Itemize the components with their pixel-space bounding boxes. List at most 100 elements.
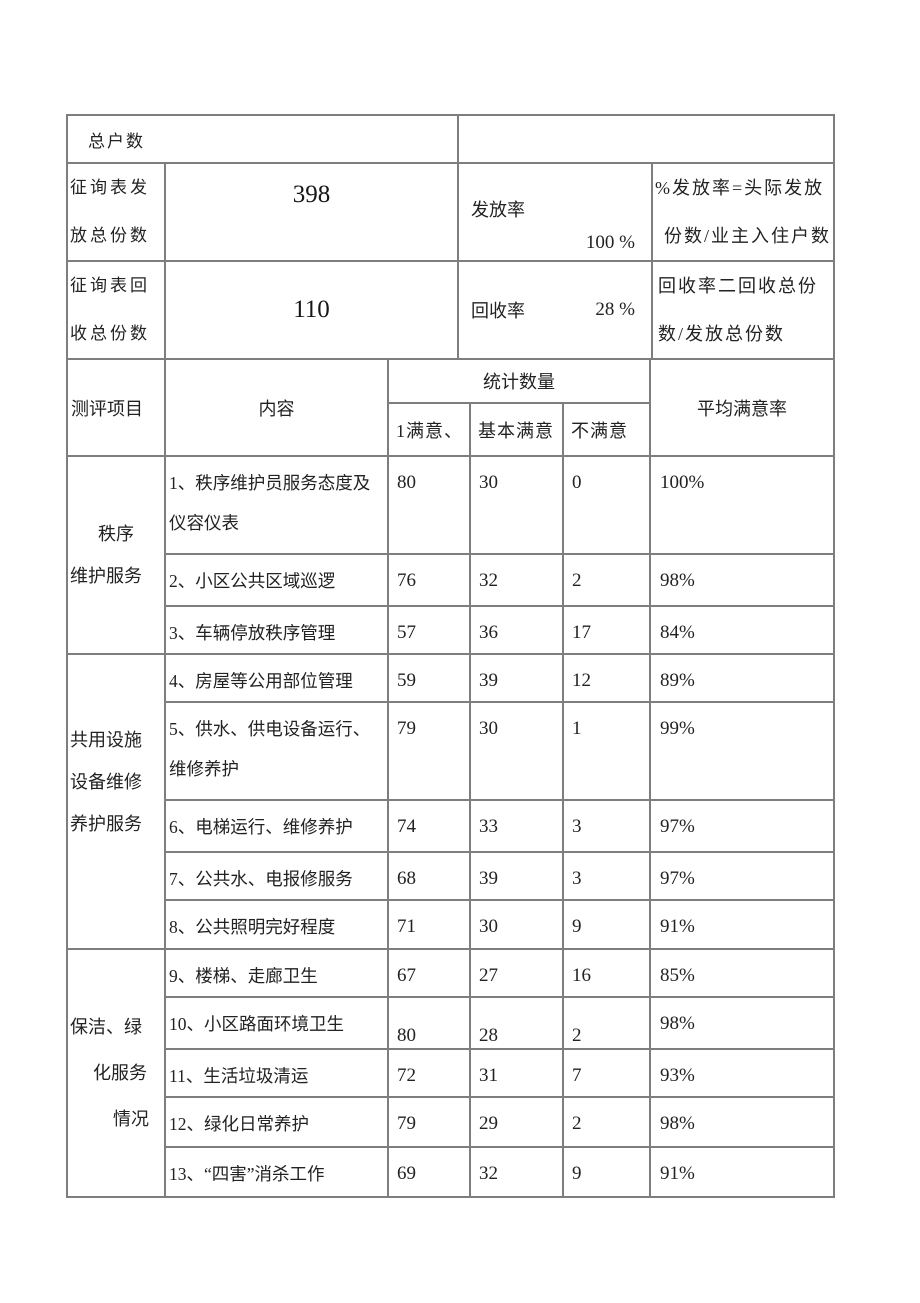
table-row: 11、生活垃圾清运 72 31 7 93%: [67, 1048, 836, 1098]
total-households-value-cell: [457, 114, 835, 164]
table-row: 5、供水、供电设备运行、 维修养护 79 30 1 99%: [67, 701, 836, 801]
row-content: 7、公共水、电报修服务: [164, 851, 389, 901]
row-basic: 36: [469, 605, 564, 655]
total-households-label: 总户数: [66, 114, 459, 164]
row-basic: 33: [469, 799, 564, 853]
row-unsatisfied: 0: [561, 455, 652, 555]
row-unsatisfied: 7: [561, 1048, 652, 1098]
row-average: 100%: [649, 455, 836, 555]
table-row: 3、车辆停放秩序管理 57 36 17 84%: [67, 605, 836, 655]
row-satisfied: 79: [387, 701, 471, 801]
subheader-row: 1满意、 基本满意 不满意: [67, 402, 834, 457]
row-average: 98%: [649, 1096, 836, 1148]
issue-rate-label: 发放率: [471, 200, 525, 220]
row-basic: 30: [469, 455, 564, 555]
col-header-stats: 统计数量: [386, 358, 652, 404]
row-unsatisfied: 3: [561, 851, 652, 901]
row-content: 12、绿化日常养护: [164, 1096, 389, 1148]
row-satisfied: 76: [387, 553, 471, 607]
row-content: 2、小区公共区域巡逻: [164, 553, 389, 607]
row-satisfied: 67: [387, 948, 471, 998]
issue-rate-cell: 发放率 100 %: [457, 162, 653, 262]
row-average: 98%: [649, 996, 836, 1050]
row-basic: 27: [469, 948, 564, 998]
collected-forms-count: 110: [164, 260, 459, 360]
row-unsatisfied: 1: [561, 701, 652, 801]
row-basic: 30: [469, 701, 564, 801]
col-header-average: 平均满意率: [649, 358, 836, 457]
row-unsatisfied: 16: [561, 948, 652, 998]
row-satisfied: 80: [387, 996, 471, 1050]
row-average: 84%: [649, 605, 836, 655]
header-row: 测评项目 内容 统计数量 平均满意率: [66, 358, 836, 457]
row-average: 99%: [649, 701, 836, 801]
row-content: 10、小区路面环境卫生: [164, 996, 389, 1050]
table-row: 12、绿化日常养护 79 29 2 98%: [67, 1096, 836, 1148]
col-header-item: 测评项目: [66, 358, 166, 457]
table-row: 13、“四害”消杀工作 69 32 9 91%: [67, 1146, 836, 1198]
row-unsatisfied: 3: [561, 799, 652, 853]
collected-forms-label: 征询表回 收总份数: [66, 260, 166, 360]
collect-rate-value: 28 %: [595, 299, 635, 320]
table-row: 保洁、绿 化服务 情况 9、楼梯、走廊卫生 67 27 16 85%: [66, 948, 836, 1198]
row-unsatisfied: 12: [561, 653, 652, 703]
row-satisfied: 69: [387, 1146, 471, 1198]
collect-rate-label: 回收率: [471, 301, 525, 321]
row-basic: 32: [469, 1146, 564, 1198]
row-satisfied: 71: [387, 899, 471, 950]
row-satisfied: 80: [387, 455, 471, 555]
row-average: 91%: [649, 1146, 836, 1198]
table-row: 共用设施 设备维修 养护服务 4、房屋等公用部位管理 59 39 12 89%: [66, 653, 836, 950]
row-average: 85%: [649, 948, 836, 998]
row-unsatisfied: 9: [561, 899, 652, 950]
issue-rate-formula-note: %发放率=头际发放 份数/业主入住户数: [651, 162, 835, 262]
row-unsatisfied: 9: [561, 1146, 652, 1198]
col-header-content: 内容: [164, 358, 389, 457]
row-content: 8、公共照明完好程度: [164, 899, 389, 950]
row-unsatisfied: 17: [561, 605, 652, 655]
row-satisfied: 72: [387, 1048, 471, 1098]
row-content: 1、秩序维护员服务态度及 仪容仪表: [164, 455, 389, 555]
row-basic: 29: [469, 1096, 564, 1148]
row-basic: 28: [469, 996, 564, 1050]
row-basic: 39: [469, 653, 564, 703]
col-header-satisfied: 1满意、: [387, 402, 471, 457]
row-unsatisfied: 2: [561, 996, 652, 1050]
row-content: 6、电梯运行、维修养护: [164, 799, 389, 853]
row-basic: 39: [469, 851, 564, 901]
col-header-basic-satisfied: 基本满意: [469, 402, 564, 457]
row-average: 97%: [649, 851, 836, 901]
row-average: 89%: [649, 653, 836, 703]
row-average: 93%: [649, 1048, 836, 1098]
row-basic: 31: [469, 1048, 564, 1098]
row-content: 9、楼梯、走廊卫生: [164, 948, 389, 998]
row-average: 97%: [649, 799, 836, 853]
summary-table: 总户数 征询表发 放总份数 398 发放率 100 % %发放率=头际发放 份数…: [66, 114, 835, 360]
table-row: 秩序 维护服务 1、秩序维护员服务态度及 仪容仪表 80 30 0 100%: [66, 455, 836, 655]
row-unsatisfied: 2: [561, 1096, 652, 1148]
table-row: 8、公共照明完好程度 71 30 9 91%: [67, 899, 836, 950]
row-average: 91%: [649, 899, 836, 950]
row-unsatisfied: 2: [561, 553, 652, 607]
total-households-row: 总户数: [66, 114, 835, 164]
row-content: 4、房屋等公用部位管理: [164, 653, 389, 703]
table-row: 10、小区路面环境卫生 80 28 2 98%: [67, 996, 836, 1050]
row-content: 13、“四害”消杀工作: [164, 1146, 389, 1198]
survey-statistics-table: 总户数 征询表发 放总份数 398 发放率 100 % %发放率=头际发放 份数…: [66, 114, 836, 1198]
issued-forms-count: 398: [164, 162, 459, 262]
collect-rate-formula-note: 回收率二回收总份 数/发放总份数: [651, 260, 835, 360]
collect-rate-cell: 回收率 28 %: [457, 260, 653, 360]
row-satisfied: 59: [387, 653, 471, 703]
section-label-facility-maintenance: 共用设施 设备维修 养护服务: [66, 653, 166, 950]
section-label-order-maintenance: 秩序 维护服务: [66, 455, 166, 655]
row-satisfied: 74: [387, 799, 471, 853]
issued-forms-label: 征询表发 放总份数: [66, 162, 166, 262]
row-satisfied: 68: [387, 851, 471, 901]
table-row: 2、小区公共区域巡逻 76 32 2 98%: [67, 553, 836, 607]
evaluation-table: 测评项目 内容 统计数量 平均满意率 1满意、 基本满意 不满意 秩序 维护服务…: [66, 358, 836, 1198]
row-basic: 32: [469, 553, 564, 607]
row-basic: 30: [469, 899, 564, 950]
row-satisfied: 79: [387, 1096, 471, 1148]
row-content: 5、供水、供电设备运行、 维修养护: [164, 701, 389, 801]
